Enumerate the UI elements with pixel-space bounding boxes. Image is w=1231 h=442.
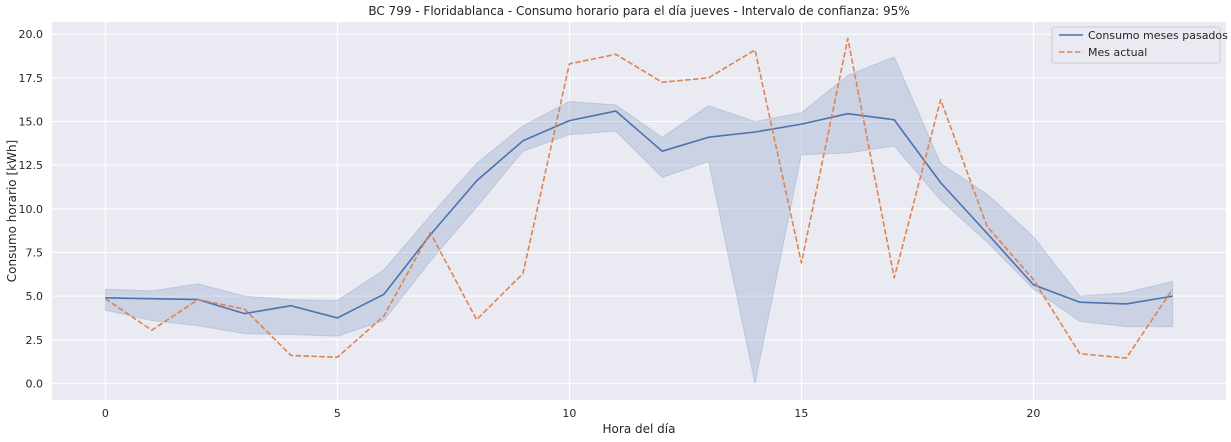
legend: Consumo meses pasados Mes actual — [1051, 26, 1228, 64]
x-tick-label: 20 — [1026, 407, 1040, 420]
series-line-mes-actual — [104, 37, 1174, 359]
confidence-band-consumo — [104, 56, 1174, 384]
grid-lines — [52, 22, 1226, 400]
legend-label-mes-actual: Mes actual — [1088, 46, 1147, 59]
x-tick-label: 15 — [794, 407, 808, 420]
y-tick-label: 2.5 — [26, 334, 44, 347]
confidence-bands — [104, 56, 1174, 384]
plot-area — [52, 22, 1226, 400]
y-tick-label: 0.0 — [26, 377, 44, 390]
x-tick-label: 10 — [562, 407, 576, 420]
series-line-consumo — [105, 110, 1173, 319]
y-tick-label: 15.0 — [19, 116, 44, 129]
y-tick-label: 17.5 — [19, 72, 44, 85]
tick-labels: 0.0 2.5 5.0 7.5 10.0 12.5 15.0 17.5 20.0 0 5 10 15 20 — [19, 28, 1041, 420]
legend-label-consumo: Consumo meses pasados — [1088, 29, 1228, 42]
series-lines — [104, 37, 1174, 359]
y-tick-label: 12.5 — [19, 159, 44, 172]
x-axis-label: Hora del día — [603, 422, 676, 436]
y-tick-label: 20.0 — [19, 28, 44, 41]
y-tick-label: 7.5 — [26, 246, 44, 259]
chart-title: BC 799 - Floridablanca - Consumo horario… — [368, 4, 909, 18]
y-tick-label: 5.0 — [26, 290, 44, 303]
legend-box — [1051, 26, 1221, 64]
y-axis-label: Consumo horario [kWh] — [5, 140, 19, 282]
y-tick-label: 10.0 — [19, 203, 44, 216]
x-tick-label: 0 — [102, 407, 109, 420]
x-tick-label: 5 — [334, 407, 341, 420]
